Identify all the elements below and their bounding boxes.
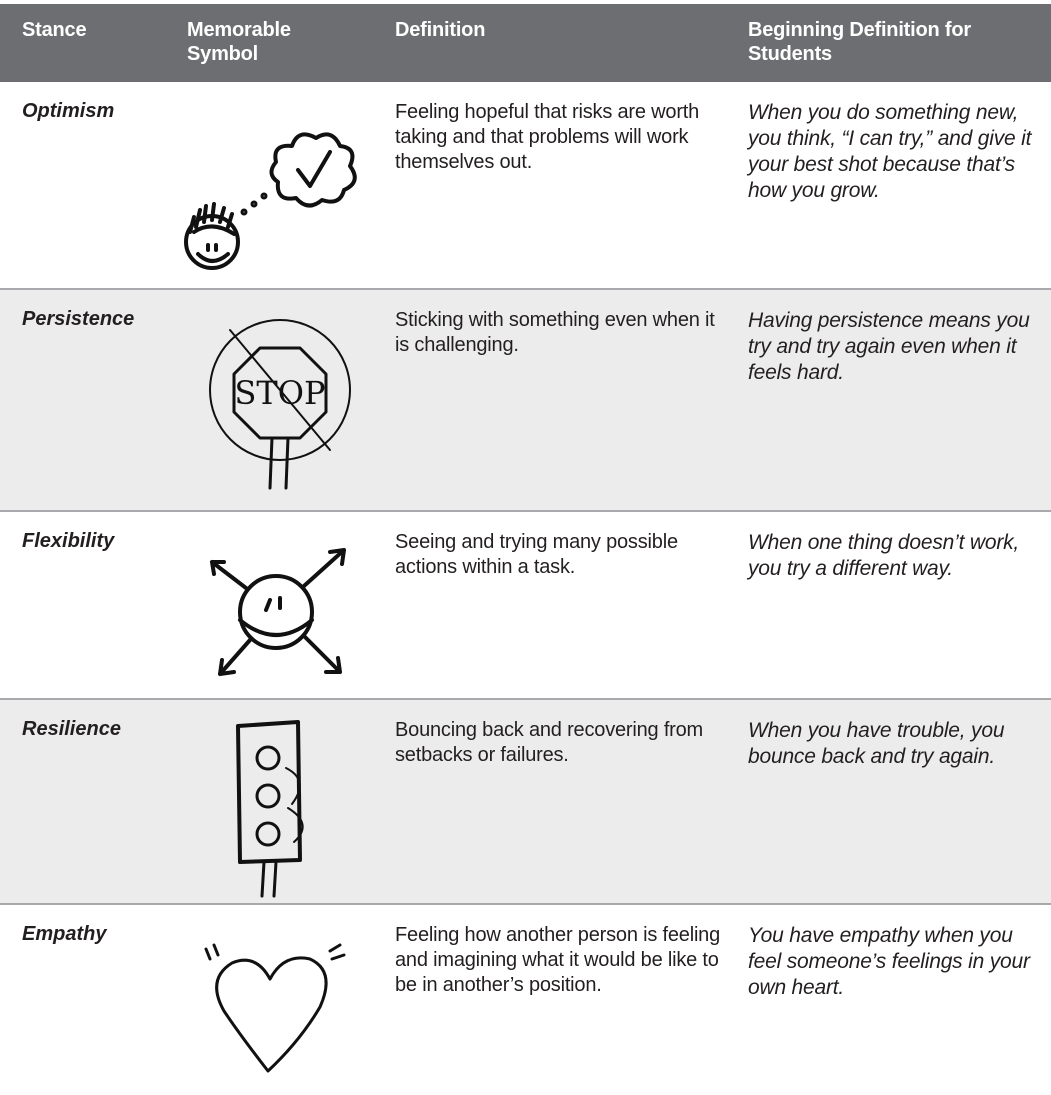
- definition: Sticking with something even when it is …: [395, 309, 715, 356]
- header-cell: Memorable Symbol: [187, 19, 291, 65]
- table-row: Optimism Feeling hopeful that risks are …: [0, 82, 1051, 290]
- header-cell: Definition: [395, 19, 486, 41]
- header-cell: Beginning Definition for Students: [748, 19, 971, 65]
- table-row: Persistence STOP Sticking with something…: [0, 290, 1051, 512]
- flexibility-icon: [210, 548, 346, 676]
- stance: Empathy: [22, 923, 107, 945]
- student-definition: When you have trouble, you bounce back a…: [748, 719, 1005, 768]
- header-cell: Stance: [22, 19, 87, 41]
- definition: Bouncing back and recovering from setbac…: [395, 719, 704, 766]
- sign-text: STOP: [234, 374, 325, 412]
- definition: Feeling hopeful that risks are worth tak…: [395, 101, 700, 173]
- resilience-icon: [236, 720, 304, 898]
- definition: Feeling how another person is feeling an…: [395, 924, 721, 996]
- stance: Persistence: [22, 308, 135, 330]
- table-row: Flexibility Seeing and trying many possi…: [0, 512, 1051, 700]
- student-definition: Having persistence means you try and try…: [748, 309, 1030, 384]
- student-definition: When one thing doesn’t work, you try a d…: [748, 531, 1020, 580]
- optimism-icon: [184, 132, 357, 270]
- student-definition: You have empathy when you feel someone’s…: [748, 924, 1030, 999]
- definition: Seeing and trying many possible actions …: [395, 531, 678, 578]
- table-row: Empathy Feeling how another person is fe…: [0, 905, 1051, 1095]
- persistence-icon: STOP: [209, 319, 351, 490]
- table-row: Resilience Bouncing back and recovering …: [0, 700, 1051, 905]
- header-row: Stance Memorable Symbol Definition Begin…: [0, 4, 1051, 82]
- stance: Optimism: [22, 100, 115, 122]
- stance: Flexibility: [22, 530, 115, 552]
- empathy-icon: [204, 943, 346, 1073]
- stance: Resilience: [22, 718, 121, 740]
- student-definition: When you do something new, you think, “I…: [748, 101, 1032, 202]
